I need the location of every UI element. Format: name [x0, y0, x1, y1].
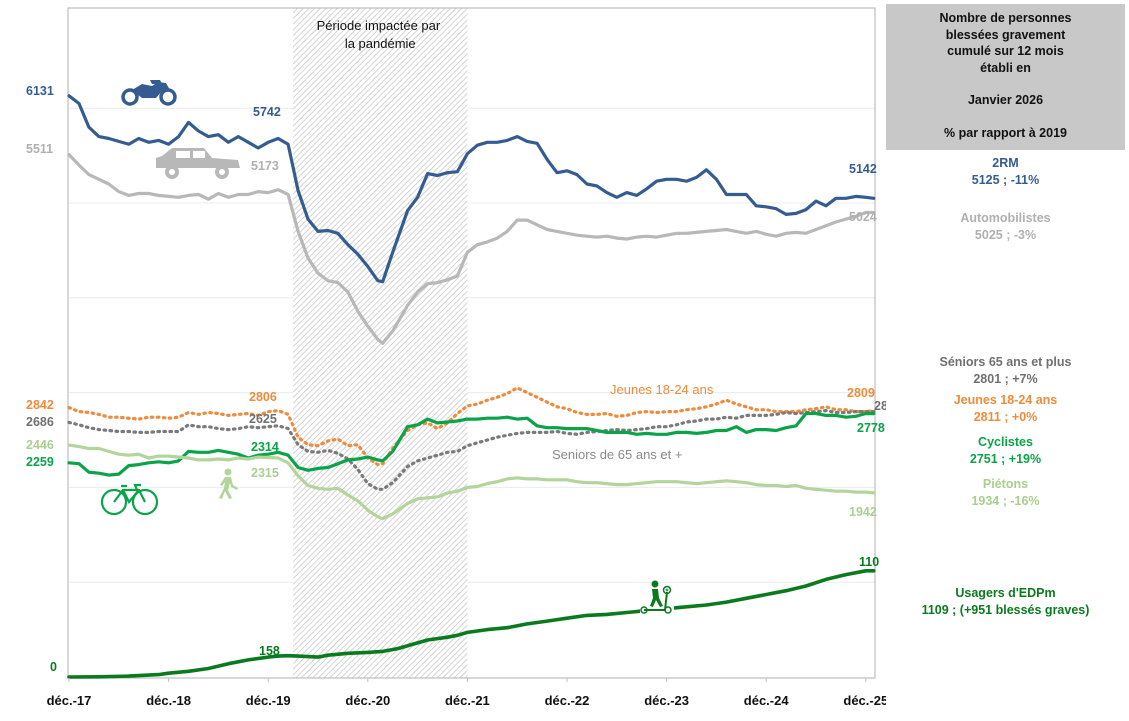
value-label-cyclistes: 2259	[26, 455, 54, 469]
bicycle-icon	[100, 483, 159, 516]
panel-line-3: cumulé sur 12 mois	[947, 44, 1064, 58]
inline-label-seniors: Seniors de 65 ans et +	[552, 447, 682, 462]
legend-name: 2RM	[992, 156, 1019, 170]
legend-name: Usagers d'EDPm	[955, 586, 1056, 600]
value-label-moto: 5142	[849, 162, 877, 176]
legend-jeunes: Jeunes 18-24 ans 2811 ; +0%	[886, 392, 1125, 426]
e-scooter-icon	[640, 580, 674, 614]
x-tick-label: déc.-25	[843, 693, 886, 708]
value-label-moto: 6131	[26, 84, 54, 98]
legend-name: Piétons	[982, 477, 1029, 491]
value-label-auto: 5024	[849, 210, 877, 224]
x-tick-label: déc.-21	[445, 693, 490, 708]
legend-stat: 5025 ; -3%	[974, 228, 1037, 242]
x-tick-label: déc.-20	[345, 693, 390, 708]
gridlines	[68, 107, 875, 583]
value-label-seniors: 2625	[249, 412, 277, 426]
x-tick-label: déc.-22	[545, 693, 590, 708]
legend-stat: 1934 ; -16%	[971, 494, 1040, 508]
legend-pietons: Piétons 1934 ; -16%	[886, 476, 1125, 510]
value-label-edpm: 158	[259, 644, 280, 658]
series-line-moto	[67, 94, 876, 284]
legend-stat: 2811 ; +0%	[973, 410, 1038, 424]
legend-automobilistes: Automobilistes 5025 ; -3%	[886, 210, 1125, 244]
car-icon	[156, 148, 240, 179]
legend-stat: 1109 ; (+951 blessés graves)	[921, 603, 1090, 617]
value-label-moto: 5742	[253, 105, 281, 119]
value-labels: 6131 5742 5142 5511 5173 5024 2842 2806 2809 2686…	[26, 84, 886, 674]
pandemic-label-line-2: la pandémie	[345, 36, 416, 51]
series-line-auto	[67, 153, 876, 345]
inline-label-jeunes: Jeunes 18-24 ans	[610, 382, 714, 397]
series-line-seniors	[67, 409, 876, 491]
legend-name: Séniors 65 ans et plus	[939, 355, 1072, 369]
value-label-auto: 5173	[251, 159, 279, 173]
legend-cyclistes: Cyclistes 2751 ; +19%	[886, 434, 1125, 468]
value-label-seniors: 2809	[874, 399, 886, 413]
legend-stat: 5125 ; -11%	[971, 173, 1040, 187]
value-label-pietons: 2315	[251, 466, 279, 480]
panel-line-4: établi en	[980, 60, 1031, 75]
legend-name: Cyclistes	[978, 435, 1033, 449]
value-label-pietons: 1942	[849, 505, 877, 519]
value-label-cyclistes: 2778	[857, 421, 885, 435]
x-tick-label: déc.-18	[146, 693, 191, 708]
panel-period: Janvier 2026	[967, 93, 1044, 107]
x-tick-label: déc.-17	[47, 693, 92, 708]
x-tick-label: déc.-24	[744, 693, 790, 708]
value-label-seniors: 2686	[26, 415, 54, 429]
pandemic-label: Période impactée par la pandémie	[317, 18, 444, 51]
plot-frame	[67, 7, 876, 679]
legend-2rm: 2RM 5125 ; -11%	[886, 155, 1125, 189]
value-label-auto: 5511	[26, 142, 53, 156]
legend-name: Automobilistes	[960, 211, 1051, 225]
series-line-edpm	[67, 569, 876, 679]
series-line-pietons	[67, 443, 876, 521]
legend-stat: 2801 ; +7%	[973, 372, 1038, 386]
value-label-jeunes: 2842	[26, 398, 54, 412]
value-label-cyclistes: 2314	[251, 440, 279, 454]
series-line-cyclistes	[67, 411, 876, 477]
pedestrian-icon	[219, 468, 238, 499]
pandemic-label-line-1: Période impactée par	[317, 18, 441, 33]
panel-line-1: Nombre de personnes	[939, 11, 1072, 25]
legend-stat: 2751 ; +19%	[969, 452, 1042, 466]
x-tick-label: déc.-23	[644, 693, 689, 708]
value-label-edpm: 110	[859, 555, 879, 569]
panel-pct-label: % par rapport à 2019	[944, 125, 1067, 140]
chart-area: Période impactée par la pandémie	[26, 7, 886, 708]
x-axis: déc.-17 déc.-18 déc.-19 déc.-20 déc.-21 déc.-…	[47, 678, 886, 708]
legend-name: Jeunes 18-24 ans	[953, 393, 1058, 407]
legend-edpm: Usagers d'EDPm 1109 ; (+951 blessés grav…	[886, 585, 1125, 619]
value-label-pietons: 2446	[26, 438, 54, 452]
legend-seniors: Séniors 65 ans et plus 2801 ; +7%	[886, 354, 1125, 388]
summary-header-panel: Nombre de personnes blessées gravement c…	[886, 4, 1125, 150]
series-lines	[67, 94, 876, 679]
panel-line-2: blessées gravement	[945, 27, 1066, 42]
value-label-jeunes: 2806	[249, 390, 277, 404]
value-label-edpm: 0	[50, 660, 57, 674]
series-line-jeunes	[67, 386, 876, 467]
value-label-jeunes: 2809	[847, 386, 875, 400]
x-tick-label: déc.-19	[246, 693, 291, 708]
motorcycle-icon	[121, 80, 177, 106]
category-icons	[100, 80, 674, 614]
